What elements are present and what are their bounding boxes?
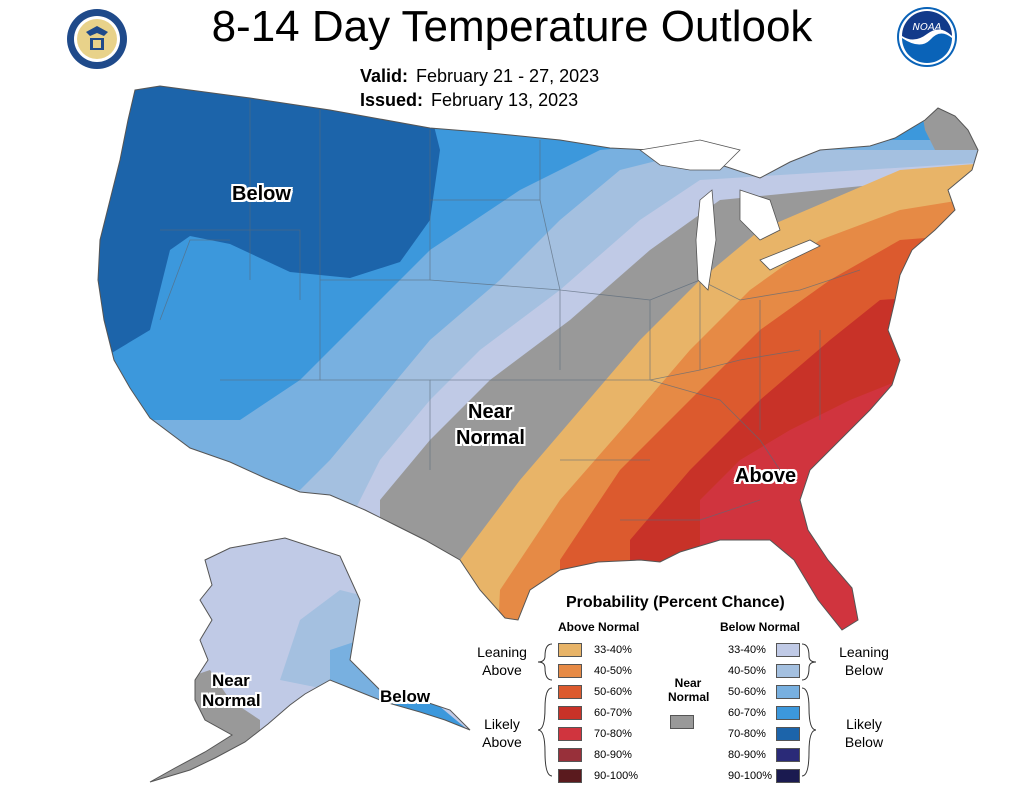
legend-above-swatch-0 [558, 643, 582, 657]
legend-above-swatch-4 [558, 727, 582, 741]
label-above-southeast: Above [735, 465, 797, 487]
noaa-logo-icon: NOAA [897, 7, 957, 67]
legend-below-swatch-1 [776, 664, 800, 678]
legend-leaning-above: Leaning Above [477, 644, 527, 678]
legend-below-range-0: 33-40% [728, 644, 766, 656]
legend-above-range-4: 70-80% [594, 728, 632, 740]
label-below-west: Below [232, 183, 291, 205]
legend-below-swatch-0 [776, 643, 800, 657]
page-title: 8-14 Day Temperature Outlook [211, 2, 813, 51]
legend-near-swatch [670, 715, 694, 729]
legend-above-range-3: 60-70% [594, 707, 632, 719]
legend-above-range-1: 40-50% [594, 665, 632, 677]
legend-likely-below: Likely Below [844, 716, 884, 750]
legend-below-swatch-6 [776, 769, 800, 783]
legend-above-swatch-5 [558, 748, 582, 762]
legend-below-swatch-4 [776, 727, 800, 741]
legend-below-swatch-2 [776, 685, 800, 699]
label-below-alaska: Below [380, 687, 431, 706]
valid-label: Valid: [360, 66, 409, 86]
legend-above-swatch-2 [558, 685, 582, 699]
lake-erie [759, 239, 821, 271]
legend-likely-above: Likely Above [482, 716, 522, 750]
legend-leaning-below: Leaning Below [839, 644, 889, 678]
valid-value: February 21 - 27, 2023 [416, 66, 600, 86]
label-near-alaska-2: Normal [202, 691, 261, 710]
legend-near-header: Near Normal [668, 676, 710, 704]
label-near-normal-central-1: Near [468, 401, 513, 423]
legend-above-header: Above Normal [558, 620, 640, 634]
legend-title: Probability (Percent Chance) [566, 594, 785, 611]
issued-value: February 13, 2023 [431, 90, 579, 110]
legend-above-swatch-6 [558, 769, 582, 783]
legend-below-range-2: 50-60% [728, 686, 766, 698]
legend-above-swatch-3 [558, 706, 582, 720]
alaska-outline [149, 537, 471, 783]
legend-above-range-5: 80-90% [594, 749, 632, 761]
legend-below-range-1: 40-50% [728, 665, 766, 677]
legend-below-swatch-5 [776, 748, 800, 762]
legend-below-range-5: 80-90% [728, 749, 766, 761]
label-near-alaska-1: Near [212, 671, 250, 690]
legend-above-range-6: 90-100% [594, 770, 639, 782]
legend-above-range-2: 50-60% [594, 686, 632, 698]
legend-below-range-4: 70-80% [728, 728, 766, 740]
legend-above-range-0: 33-40% [594, 644, 632, 656]
conus-outline [97, 85, 979, 631]
issued-label: Issued: [360, 90, 424, 110]
legend-below-range-6: 90-100% [728, 770, 773, 782]
lake-huron [739, 189, 781, 241]
legend-below-header: Below Normal [720, 620, 801, 634]
date-block: Valid: February 21 - 27, 2023 Issued: Febr… [360, 64, 599, 112]
lake-michigan [695, 189, 717, 291]
legend-above-swatch-1 [558, 664, 582, 678]
legend-below-swatch-3 [776, 706, 800, 720]
commerce-seal-icon [67, 9, 127, 69]
legend-below-range-3: 60-70% [728, 707, 766, 719]
lake-superior [639, 139, 741, 171]
svg-text:NOAA: NOAA [912, 22, 941, 33]
label-near-normal-central-2: Normal [456, 427, 525, 449]
